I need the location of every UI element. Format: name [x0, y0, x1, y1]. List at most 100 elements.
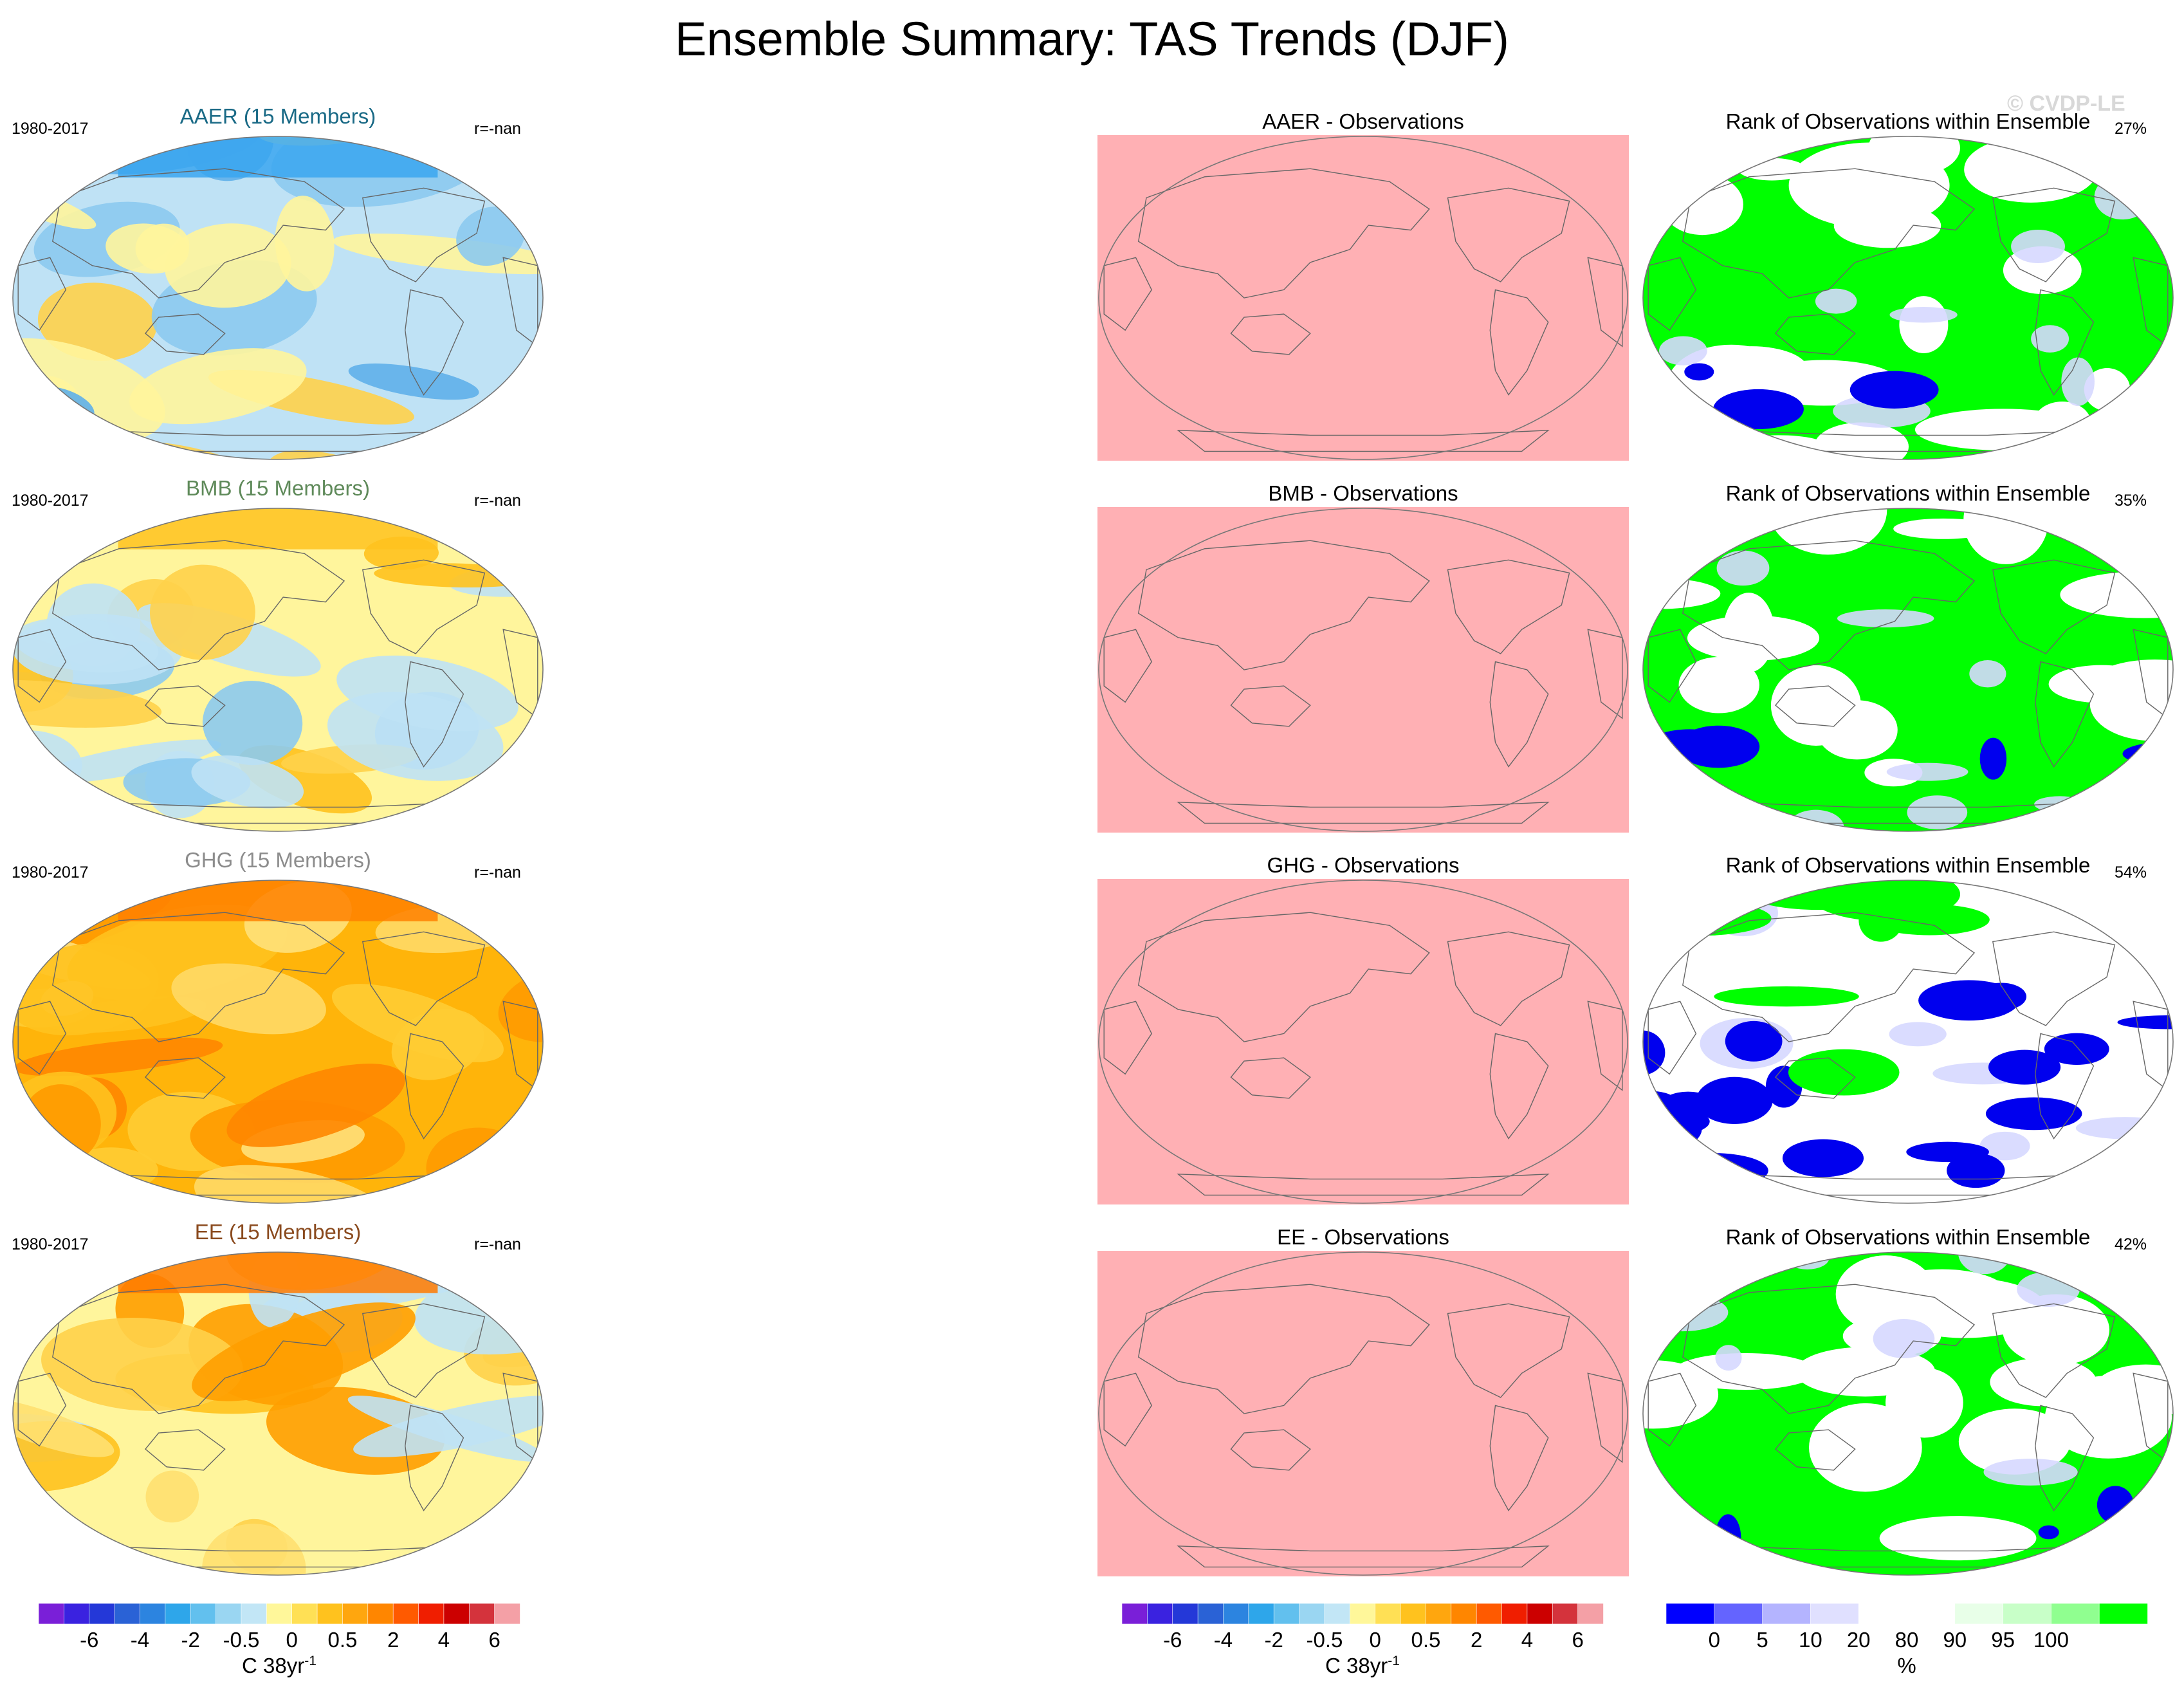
- panel-title: BMB (15 Members): [185, 476, 371, 500]
- trend-region: [202, 681, 303, 766]
- rank-percent: 54%: [2115, 863, 2147, 881]
- colorbar-swatch: [1426, 1603, 1452, 1625]
- trend-region: [226, 1064, 405, 1147]
- colorbar-tick-label: 6: [1572, 1628, 1584, 1652]
- period-label: 1980-2017: [12, 1235, 89, 1253]
- colorbar-tick-label: 20: [1846, 1628, 1871, 1652]
- trend-map: [1097, 879, 1629, 1204]
- trend-region: [347, 1396, 543, 1462]
- colorbar-swatch: [114, 1603, 141, 1625]
- colorbar-swatch: [2098, 1603, 2148, 1625]
- watermark: © CVDP-LE: [2007, 91, 2125, 116]
- panel-title: Rank of Observations within Ensemble: [1725, 1225, 2091, 1249]
- colorbar-swatch: [291, 1603, 318, 1625]
- colorbar-swatch: [317, 1603, 344, 1625]
- colorbar-swatch: [1121, 1603, 1148, 1625]
- colorbar: [38, 1603, 520, 1625]
- colorbar-swatch: [1906, 1603, 1956, 1625]
- panel-title: Rank of Observations within Ensemble: [1725, 481, 2091, 505]
- trend-region: [238, 745, 372, 814]
- colorbar-tick-label: -0.5: [223, 1628, 260, 1652]
- period-label: 1980-2017: [12, 863, 89, 881]
- trend-map: [1097, 1251, 1629, 1576]
- colorbar-tick-label: 80: [1895, 1628, 1919, 1652]
- colorbar-swatch: [216, 1603, 242, 1625]
- colorbar-tick-label: -6: [80, 1628, 99, 1652]
- colorbar-swatch: [1858, 1603, 1907, 1625]
- rank-percent: 42%: [2115, 1235, 2147, 1253]
- trend-region: [194, 1165, 398, 1203]
- panel-title: EE (15 Members): [194, 1220, 362, 1244]
- pattern-correlation: r=-nan: [474, 1235, 521, 1253]
- trend-region: [348, 363, 479, 400]
- colorbar-tick-label: 0.5: [327, 1628, 358, 1652]
- colorbar-swatch: [140, 1603, 166, 1625]
- colorbar-swatch: [1954, 1603, 2004, 1625]
- trend-map: [1097, 507, 1629, 833]
- rank-map: [1642, 880, 2174, 1204]
- trend-region: [13, 617, 159, 673]
- trend-map: [12, 136, 544, 460]
- trend-region: [13, 679, 162, 728]
- colorbar-swatch: [468, 1603, 495, 1625]
- trend-region: [37, 282, 158, 361]
- rank-percent: 35%: [2115, 492, 2147, 510]
- colorbar-swatch: [367, 1603, 394, 1625]
- pattern-correlation: r=-nan: [474, 492, 521, 510]
- panel-title: BMB - Observations: [1268, 481, 1458, 505]
- rank-map: [1642, 136, 2174, 460]
- colorbar-tick-label: -4: [130, 1628, 150, 1652]
- colorbar-swatch: [1476, 1603, 1503, 1625]
- colorbar-tick-label: -2: [1264, 1628, 1283, 1652]
- trend-region: [336, 655, 518, 732]
- colorbar-swatch: [1147, 1603, 1173, 1625]
- colorbar-swatch: [1666, 1603, 1715, 1625]
- trend-map: [12, 508, 544, 832]
- colorbar-tick-label: 0.5: [1411, 1628, 1441, 1652]
- colorbar-swatch: [392, 1603, 419, 1625]
- colorbar-swatch: [2003, 1603, 2052, 1625]
- colorbar-tick-label: 100: [2033, 1628, 2069, 1652]
- colorbar: [1666, 1603, 2148, 1625]
- trend-region: [275, 196, 335, 291]
- panel-title: GHG - Observations: [1267, 853, 1460, 877]
- colorbar-swatch: [443, 1603, 470, 1625]
- colorbar-tick-label: 6: [488, 1628, 500, 1652]
- colorbar-swatch: [64, 1603, 90, 1625]
- rank-map: [1642, 1251, 2174, 1576]
- colorbar-tick-label: 95: [1991, 1628, 2015, 1652]
- colorbar-tick-label: 0: [1708, 1628, 1720, 1652]
- colorbar-swatch: [89, 1603, 115, 1625]
- colorbar-swatch: [1273, 1603, 1300, 1625]
- colorbar: [1121, 1603, 1604, 1625]
- panel-title: Rank of Observations within Ensemble: [1725, 853, 2091, 877]
- colorbar-swatch: [418, 1603, 445, 1625]
- trend-region: [165, 223, 291, 308]
- panel-title: GHG (15 Members): [185, 848, 371, 872]
- trend-map: [12, 1251, 544, 1576]
- page-title: Ensemble Summary: TAS Trends (DJF): [675, 12, 1509, 66]
- colorbar-swatch: [1762, 1603, 1812, 1625]
- colorbar-units: C 38yr-1: [1325, 1654, 1400, 1677]
- trend-region: [333, 233, 543, 275]
- trend-region: [13, 1037, 223, 1076]
- colorbar-swatch: [1714, 1603, 1763, 1625]
- colorbar-tick-label: 0: [286, 1628, 298, 1652]
- colorbar-units: C 38yr-1: [242, 1654, 317, 1677]
- colorbar-tick-label: 4: [1521, 1628, 1534, 1652]
- colorbar-units: %: [1897, 1654, 1916, 1677]
- period-label: 1980-2017: [12, 120, 89, 138]
- colorbar-swatch: [2051, 1603, 2100, 1625]
- colorbar-swatch: [1552, 1603, 1579, 1625]
- colorbar-tick-label: 5: [1756, 1628, 1768, 1652]
- colorbar-tick-label: -6: [1163, 1628, 1182, 1652]
- trend-region: [13, 803, 107, 830]
- trend-region: [135, 223, 190, 271]
- panel-title: Rank of Observations within Ensemble: [1725, 109, 2091, 133]
- rank-percent: 27%: [2115, 120, 2147, 138]
- colorbar-tick-label: -0.5: [1306, 1628, 1343, 1652]
- colorbar-swatch: [1400, 1603, 1427, 1625]
- colorbar-tick-label: 2: [387, 1628, 399, 1652]
- colorbar-swatch: [1248, 1603, 1275, 1625]
- trend-region: [202, 1524, 306, 1575]
